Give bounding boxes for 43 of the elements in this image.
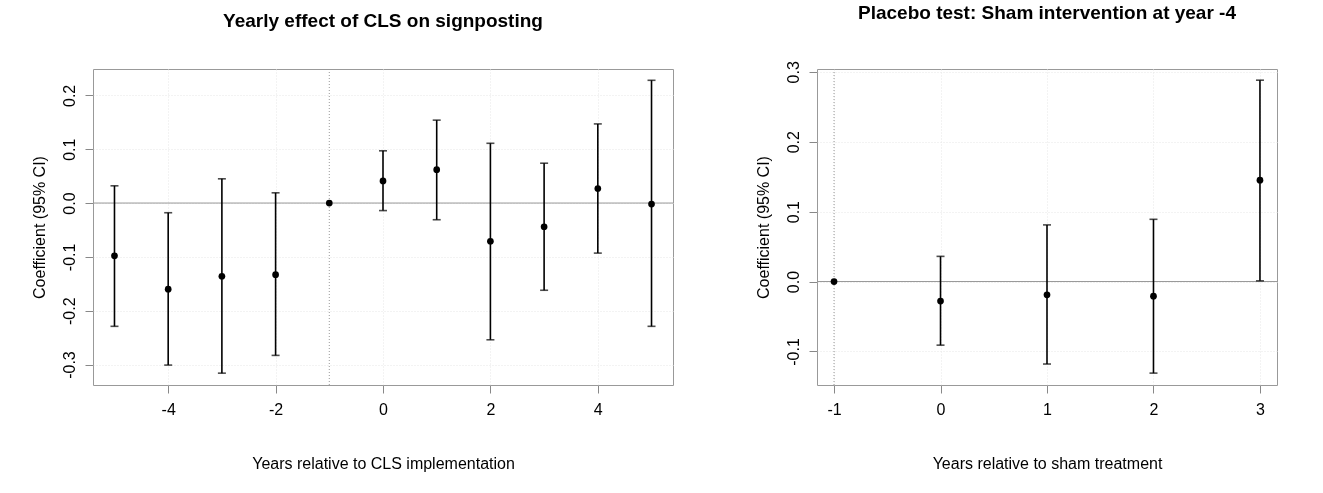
point xyxy=(487,237,494,245)
point xyxy=(1256,176,1264,184)
point xyxy=(111,252,118,260)
y-tick-label: 0.2 xyxy=(60,84,78,107)
point xyxy=(830,278,838,285)
x-tick-label: -1 xyxy=(827,400,842,418)
point xyxy=(1043,291,1051,299)
point xyxy=(433,166,441,174)
x-tick-label: 1 xyxy=(1043,400,1053,418)
y-tick-label: -0.3 xyxy=(60,351,78,379)
y-tick-label: -0.2 xyxy=(60,297,78,325)
chart-title: Placebo test: Sham intervention at year -4 xyxy=(857,1,1237,23)
y-axis-title: Coefficient (95% CI) xyxy=(754,156,772,299)
y-tick-label: 0.1 xyxy=(60,138,78,161)
x-tick-label: 4 xyxy=(593,400,603,418)
x-tick-label: 0 xyxy=(379,400,389,418)
y-tick-label: -0.1 xyxy=(784,338,802,366)
x-tick-label: 2 xyxy=(486,400,496,418)
y-tick-label: -0.1 xyxy=(60,243,78,272)
point xyxy=(594,185,602,192)
x-tick-label: 2 xyxy=(1149,400,1159,418)
y-tick-label: 0.1 xyxy=(784,200,802,224)
y-tick-label: 0.3 xyxy=(784,61,802,84)
y-tick-label: 0.0 xyxy=(60,192,78,215)
x-tick-label: -2 xyxy=(268,400,284,418)
x-tick-label: 0 xyxy=(936,400,946,418)
point xyxy=(272,271,279,278)
x-axis-title: Years relative to sham treatment xyxy=(932,454,1163,472)
point xyxy=(325,199,333,207)
y-tick-label: 0.0 xyxy=(784,270,802,294)
point xyxy=(1150,292,1157,300)
x-tick-label: -4 xyxy=(161,400,176,418)
y-axis-title: Coefficient (95% CI) xyxy=(30,156,48,299)
point xyxy=(540,223,548,231)
x-tick-label: 3 xyxy=(1256,400,1266,418)
chart-title: Yearly effect of CLS on signposting xyxy=(223,9,543,31)
point xyxy=(379,177,387,185)
y-tick-label: 0.2 xyxy=(784,130,802,154)
point xyxy=(648,200,655,208)
point xyxy=(218,272,226,280)
point xyxy=(937,297,944,305)
x-axis-title: Years relative to CLS implementation xyxy=(252,454,515,472)
point xyxy=(164,285,172,293)
